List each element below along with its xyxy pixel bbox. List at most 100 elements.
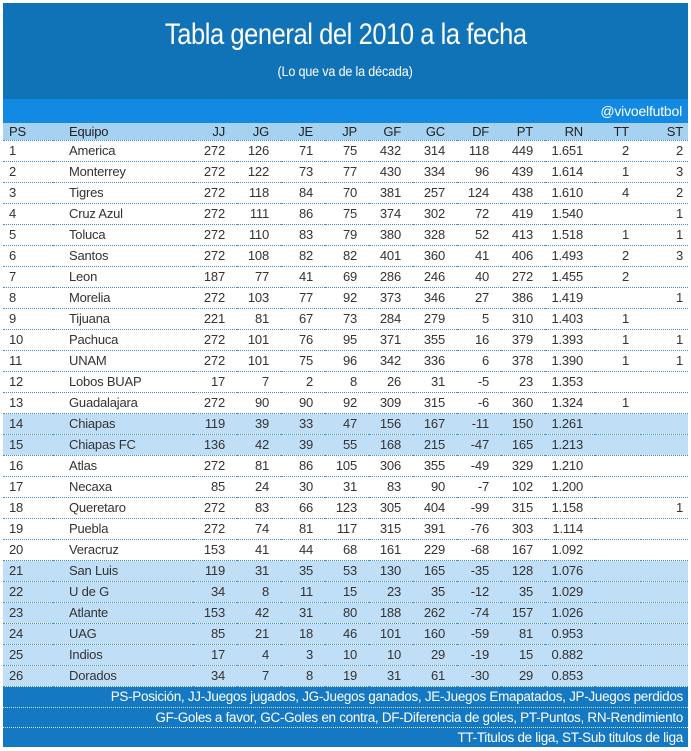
cell-tt xyxy=(595,602,641,624)
cell-df: 124 xyxy=(457,182,501,204)
column-header: JJ xyxy=(193,123,237,141)
cell-st xyxy=(641,266,688,288)
cell-gf: 305 xyxy=(369,497,413,519)
cell-df: -30 xyxy=(457,665,501,687)
cell-rn: 1.158 xyxy=(545,497,595,519)
cell-rn: 1.390 xyxy=(545,350,595,372)
cell-tt xyxy=(595,581,641,603)
cell-jg: 8 xyxy=(237,581,281,603)
cell-jg: 41 xyxy=(237,539,281,561)
cell-st xyxy=(641,602,688,624)
cell-ps: 8 xyxy=(3,287,53,309)
cell-df: -59 xyxy=(457,623,501,645)
cell-je: 11 xyxy=(281,581,325,603)
table-header-row: PS Equipo JJ JG JE JP GF GC DF PT RN TT ST xyxy=(3,123,688,141)
cell-jj: 85 xyxy=(193,476,237,498)
cell-gc: 61 xyxy=(413,665,457,687)
cell-gf: 381 xyxy=(369,182,413,204)
cell-gc: 167 xyxy=(413,413,457,435)
table-row: 7 Leon 187 77 41 69 286 246 40 272 1.455… xyxy=(3,266,688,288)
table-row: 20 Veracruz 153 41 44 68 161 229 -68 167… xyxy=(3,539,688,561)
cell-pt: 360 xyxy=(501,392,545,414)
table-row: 18 Queretaro 272 83 66 123 305 404 -99 3… xyxy=(3,497,688,519)
cell-jj: 272 xyxy=(193,224,237,246)
cell-st: 1 xyxy=(641,497,688,519)
cell-tt: 2 xyxy=(595,140,641,162)
cell-pt: 419 xyxy=(501,203,545,225)
cell-st: 3 xyxy=(641,245,688,267)
cell-gf: 430 xyxy=(369,161,413,183)
table-row: 12 Lobos BUAP 17 7 2 8 26 31 -5 23 1.353 xyxy=(3,371,688,393)
cell-equipo: Atlante xyxy=(53,602,193,624)
table-row: 6 Santos 272 108 82 82 401 360 41 406 1.… xyxy=(3,245,688,267)
cell-st xyxy=(641,518,688,540)
cell-rn: 1.493 xyxy=(545,245,595,267)
cell-equipo: Monterrey xyxy=(53,161,193,183)
column-header: ST xyxy=(641,123,688,141)
cell-gf: 373 xyxy=(369,287,413,309)
table-row: 22 U de G 34 8 11 15 23 35 -12 35 1.029 xyxy=(3,581,688,603)
cell-pt: 23 xyxy=(501,371,545,393)
cell-jj: 17 xyxy=(193,371,237,393)
cell-pt: 449 xyxy=(501,140,545,162)
cell-st xyxy=(641,455,688,477)
cell-ps: 25 xyxy=(3,644,53,666)
cell-gc: 336 xyxy=(413,350,457,372)
cell-jj: 85 xyxy=(193,623,237,645)
cell-tt xyxy=(595,413,641,435)
cell-df: -35 xyxy=(457,560,501,582)
cell-equipo: Veracruz xyxy=(53,539,193,561)
cell-gf: 284 xyxy=(369,308,413,330)
cell-gc: 165 xyxy=(413,560,457,582)
cell-gf: 315 xyxy=(369,518,413,540)
cell-equipo: Guadalajara xyxy=(53,392,193,414)
cell-df: -99 xyxy=(457,497,501,519)
cell-st: 1 xyxy=(641,329,688,351)
cell-ps: 13 xyxy=(3,392,53,414)
cell-jg: 101 xyxy=(237,329,281,351)
cell-jg: 83 xyxy=(237,497,281,519)
cell-st: 1 xyxy=(641,350,688,372)
cell-jj: 272 xyxy=(193,518,237,540)
table-row: 15 Chiapas FC 136 42 39 55 168 215 -47 1… xyxy=(3,434,688,456)
cell-je: 18 xyxy=(281,623,325,645)
cell-gc: 229 xyxy=(413,539,457,561)
cell-je: 84 xyxy=(281,182,325,204)
cell-ps: 20 xyxy=(3,539,53,561)
cell-tt xyxy=(595,539,641,561)
cell-equipo: Tigres xyxy=(53,182,193,204)
column-header: GF xyxy=(369,123,413,141)
cell-df: -6 xyxy=(457,392,501,414)
cell-equipo: Cruz Azul xyxy=(53,203,193,225)
cell-je: 86 xyxy=(281,203,325,225)
cell-rn: 1.029 xyxy=(545,581,595,603)
cell-equipo: UAG xyxy=(53,623,193,645)
cell-equipo: Leon xyxy=(53,266,193,288)
cell-pt: 386 xyxy=(501,287,545,309)
cell-equipo: Santos xyxy=(53,245,193,267)
cell-jp: 92 xyxy=(325,392,369,414)
cell-df: -68 xyxy=(457,539,501,561)
cell-je: 76 xyxy=(281,329,325,351)
cell-pt: 165 xyxy=(501,434,545,456)
cell-equipo: Chiapas xyxy=(53,413,193,435)
cell-gf: 432 xyxy=(369,140,413,162)
cell-rn: 1.540 xyxy=(545,203,595,225)
cell-gc: 328 xyxy=(413,224,457,246)
cell-jp: 10 xyxy=(325,644,369,666)
footer-legend-line: PS-Posición, JJ-Juegos jugados, JG-Juego… xyxy=(110,688,684,704)
cell-rn: 1.610 xyxy=(545,182,595,204)
cell-st xyxy=(641,392,688,414)
cell-jj: 153 xyxy=(193,539,237,561)
standings-table: PS Equipo JJ JG JE JP GF GC DF PT RN TT ST 1 America… xyxy=(3,123,688,687)
cell-jg: 7 xyxy=(237,665,281,687)
cell-rn: 1.324 xyxy=(545,392,595,414)
cell-je: 66 xyxy=(281,497,325,519)
cell-df: -5 xyxy=(457,371,501,393)
cell-gc: 35 xyxy=(413,581,457,603)
cell-gf: 380 xyxy=(369,224,413,246)
cell-gc: 31 xyxy=(413,371,457,393)
table-row: 3 Tigres 272 118 84 70 381 257 124 438 1… xyxy=(3,182,688,204)
cell-gf: 168 xyxy=(369,434,413,456)
cell-rn: 1.518 xyxy=(545,224,595,246)
